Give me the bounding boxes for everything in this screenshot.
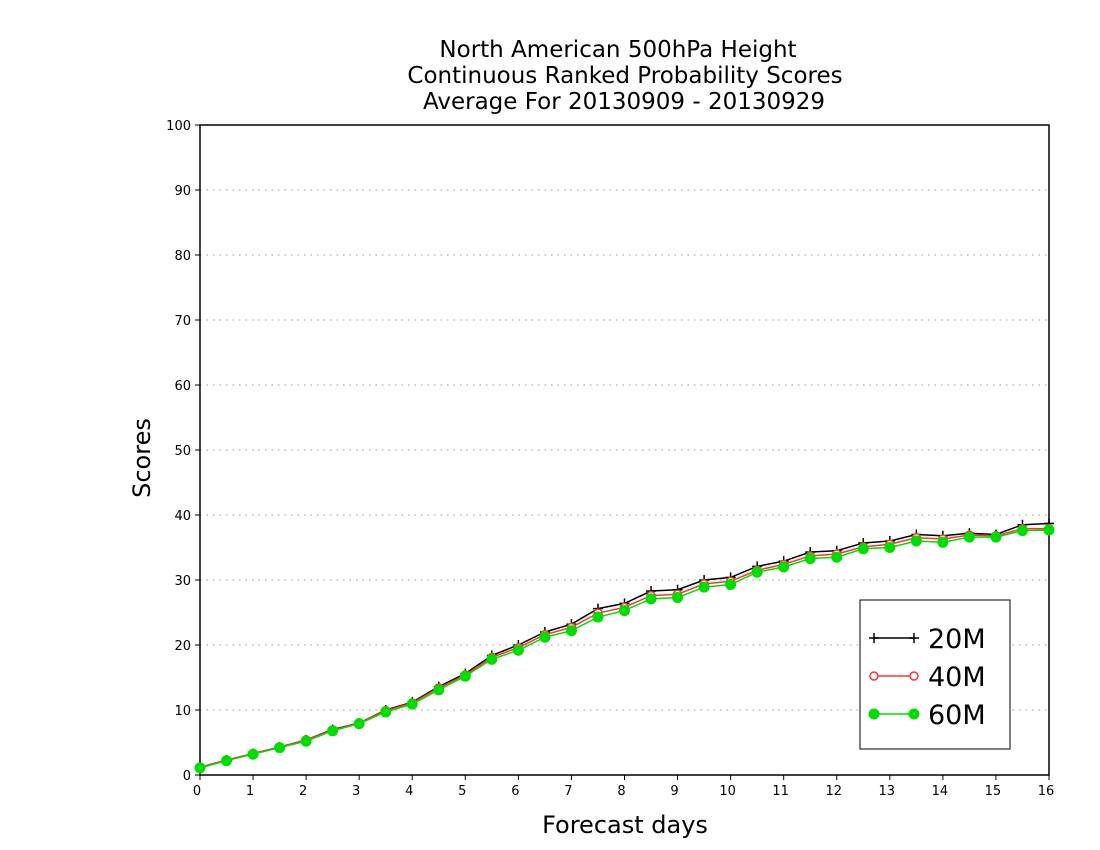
data-point-60m <box>539 631 551 643</box>
data-point-60m <box>1016 525 1028 537</box>
data-point-60m <box>380 706 392 718</box>
x-axis-label: Forecast days <box>542 811 708 839</box>
data-point-60m <box>990 531 1002 543</box>
data-point-60m <box>300 735 312 747</box>
legend-marker <box>908 708 920 720</box>
data-point-60m <box>910 535 922 547</box>
data-point-60m <box>274 742 286 754</box>
data-point-60m <box>353 718 365 730</box>
x-tick-label: 13 <box>879 784 896 799</box>
x-tick-label: 11 <box>772 784 789 799</box>
x-tick-label: 0 <box>193 784 201 799</box>
data-point-60m <box>459 670 471 682</box>
chart-title-line-1: North American 500hPa Height <box>439 37 796 63</box>
x-tick-label: 1 <box>246 784 254 799</box>
x-tick-label: 16 <box>1038 784 1055 799</box>
legend-marker <box>909 633 919 643</box>
legend-label-60m: 60M <box>928 700 986 731</box>
chart-title: North American 500hPa Height Continuous … <box>407 37 842 115</box>
data-point-60m <box>406 698 418 710</box>
legend-marker <box>868 708 880 720</box>
legend-label-20m: 20M <box>928 624 986 655</box>
chart-title-line-2: Continuous Ranked Probability Scores <box>407 63 842 89</box>
y-tick-label: 10 <box>174 704 191 719</box>
y-tick-label: 20 <box>174 639 191 654</box>
data-point-60m <box>221 755 233 767</box>
legend-label-40m: 40M <box>928 662 986 693</box>
data-point-60m <box>857 543 869 555</box>
x-tick-label: 3 <box>352 784 360 799</box>
data-point-60m <box>884 542 896 553</box>
x-tick-label: 9 <box>670 784 678 799</box>
data-point-60m <box>937 536 949 548</box>
y-axis-label: Scores <box>128 418 156 498</box>
x-tick-label: 8 <box>617 784 625 799</box>
y-tick-label: 100 <box>166 119 191 134</box>
x-tick-label: 12 <box>825 784 842 799</box>
chart-title-line-3: Average For 20130909 - 20130929 <box>423 89 825 115</box>
x-tick-label: 10 <box>719 784 736 799</box>
series-60m <box>194 524 1055 774</box>
x-tick-label: 7 <box>564 784 572 799</box>
data-point-60m <box>831 551 843 563</box>
data-point-60m <box>645 593 657 605</box>
y-axis-ticks: 0 10 20 30 40 50 60 70 80 90 100 <box>166 119 200 784</box>
legend-item-40m: 40M <box>869 662 986 693</box>
x-tick-label: 5 <box>458 784 466 799</box>
data-point-60m <box>751 566 763 578</box>
y-tick-label: 40 <box>174 509 191 524</box>
data-point-60m <box>592 611 604 623</box>
legend-box <box>859 599 1011 750</box>
data-point-60m <box>725 579 737 591</box>
x-tick-label: 15 <box>985 784 1002 799</box>
legend-marker <box>869 671 879 681</box>
x-tick-label: 6 <box>511 784 519 799</box>
legend-marker <box>909 671 919 681</box>
x-axis-ticks: 0 1 2 3 4 5 6 7 8 9 10 11 12 13 14 15 16 <box>193 775 1054 799</box>
y-tick-label: 0 <box>183 769 191 784</box>
data-point-60m <box>1043 524 1055 536</box>
y-tick-label: 70 <box>174 314 191 329</box>
plot-frame <box>199 124 1050 776</box>
data-point-60m <box>672 592 684 604</box>
data-point-60m <box>565 625 577 637</box>
data-point-60m <box>327 725 339 737</box>
data-point-60m <box>619 605 630 617</box>
data-point-60m <box>247 748 259 760</box>
x-tick-label: 2 <box>299 784 307 799</box>
x-tick-label: 14 <box>932 784 949 799</box>
legend-item-60m: 60M <box>868 700 986 731</box>
legend-item-20m: 20M <box>869 624 986 655</box>
data-point-60m <box>804 553 816 565</box>
x-tick-label: 4 <box>405 784 413 799</box>
data-point-60m <box>963 531 975 543</box>
y-tick-label: 80 <box>174 249 191 264</box>
y-tick-label: 30 <box>174 574 191 589</box>
legend: 20M 40M 60M <box>859 599 1011 750</box>
y-tick-label: 50 <box>174 444 191 459</box>
legend-marker <box>869 633 879 643</box>
data-point-60m <box>512 644 524 656</box>
data-point-60m <box>486 653 498 665</box>
data-point-60m <box>194 762 206 774</box>
data-point-60m <box>433 684 445 696</box>
data-point-60m <box>778 561 790 573</box>
data-point-60m <box>698 581 710 593</box>
y-tick-label: 60 <box>174 379 191 394</box>
data-series <box>194 518 1055 774</box>
y-tick-label: 90 <box>174 184 191 199</box>
